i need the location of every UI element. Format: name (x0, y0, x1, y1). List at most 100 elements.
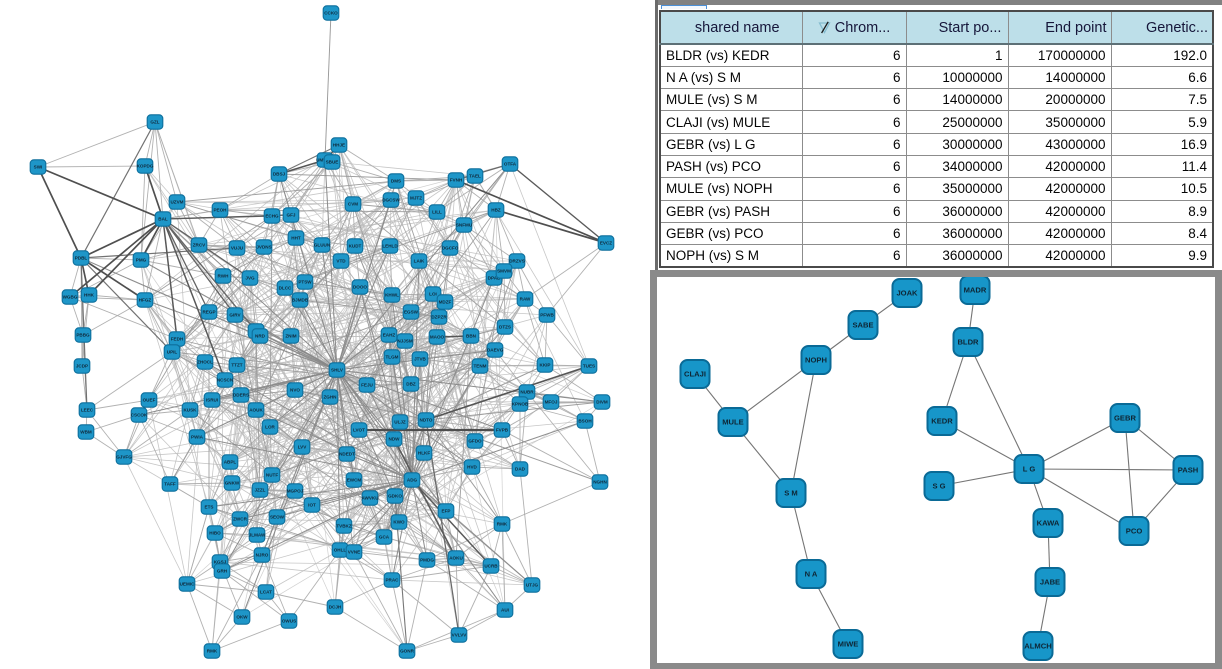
svg-text:KAWA: KAWA (1037, 519, 1060, 528)
svg-text:PEOH: PEOH (213, 208, 227, 213)
svg-text:SNFMU: SNFMU (456, 223, 473, 228)
svg-text:L G: L G (1023, 465, 1036, 474)
svg-text:LOR: LOR (265, 425, 275, 430)
svg-text:DBSJ: DBSJ (273, 172, 286, 177)
svg-text:DPAB: DPAB (488, 276, 501, 281)
svg-text:GCA: GCA (379, 535, 390, 540)
svg-text:LILL: LILL (432, 210, 442, 215)
svg-text:JZZL: JZZL (255, 488, 266, 493)
svg-text:BAL: BAL (158, 217, 168, 222)
svg-text:DGCSW: DGCSW (382, 198, 400, 203)
svg-text:AUI: AUI (501, 608, 509, 613)
svg-text:RAW: RAW (520, 297, 531, 302)
svg-text:GLUUN: GLUUN (314, 243, 331, 248)
svg-text:PFWB: PFWB (540, 313, 554, 318)
svg-text:S M: S M (784, 489, 798, 498)
svg-text:JABE: JABE (1040, 578, 1060, 587)
svg-text:EAHZ: EAHZ (383, 333, 396, 338)
svg-text:MULE: MULE (722, 418, 744, 427)
svg-text:HIBO: HIBO (209, 531, 221, 536)
svg-text:WBM: WBM (80, 430, 92, 435)
svg-text:PTSW: PTSW (298, 280, 312, 285)
svg-text:ZNIM: ZNIM (285, 334, 296, 339)
svg-text:NDEDT: NDEDT (339, 452, 355, 457)
svg-text:NVO: NVO (290, 388, 300, 393)
svg-text:CSCOK: CSCOK (131, 413, 148, 418)
svg-text:SWI: SWI (34, 165, 43, 170)
svg-text:SABE: SABE (852, 321, 873, 330)
svg-text:LEEC: LEEC (81, 408, 94, 413)
svg-text:KUSK: KUSK (183, 408, 197, 413)
svg-text:DDERS: DDERS (233, 393, 249, 398)
svg-text:WGBG: WGBG (63, 295, 78, 300)
svg-text:ISRUI: ISRUI (206, 398, 218, 403)
svg-text:JLMAW: JLMAW (249, 533, 266, 538)
svg-text:JCDP: JCDP (76, 364, 88, 369)
svg-text:GEBR: GEBR (1114, 414, 1136, 423)
svg-text:NRD: NRD (255, 334, 266, 339)
svg-text:NDW: NDW (389, 437, 401, 442)
svg-text:HHK: HHK (84, 293, 95, 298)
svg-text:KEDR: KEDR (931, 417, 953, 426)
svg-text:OUEF: OUEF (143, 398, 156, 403)
svg-text:EWCM: EWCM (347, 478, 362, 483)
svg-text:JOAK: JOAK (896, 289, 918, 298)
svg-text:DTZS: DTZS (499, 325, 511, 330)
svg-text:REGP: REGP (202, 310, 215, 315)
svg-text:KGSJ: KGSJ (214, 560, 227, 565)
svg-text:GRH: GRH (217, 569, 228, 574)
svg-text:KKIP: KKIP (540, 363, 551, 368)
svg-text:DMS: DMS (391, 179, 401, 184)
svg-text:PMDG: PMDG (420, 558, 434, 563)
svg-text:OAEVG: OAEVG (487, 348, 504, 353)
svg-text:HHJE: HHJE (333, 143, 345, 148)
svg-text:EFP: EFP (442, 509, 451, 514)
svg-text:KHWL: KHWL (385, 293, 399, 298)
svg-text:MDZF: MDZF (439, 300, 452, 305)
svg-text:ADG: ADG (407, 478, 418, 483)
svg-text:RMK: RMK (497, 522, 508, 527)
svg-text:BJMDB: BJMDB (292, 298, 309, 303)
svg-text:OKW: OKW (236, 615, 248, 620)
svg-text:LVV: LVV (298, 445, 308, 450)
svg-text:IOT: IOT (308, 503, 316, 508)
svg-text:TAEL: TAEL (469, 174, 481, 179)
svg-text:PASH: PASH (1178, 466, 1199, 475)
svg-text:SEOW: SEOW (270, 515, 285, 520)
svg-text:MFOJ: MFOJ (545, 400, 558, 405)
svg-text:KUDT: KUDT (349, 244, 362, 249)
svg-text:BSOH: BSOH (578, 419, 592, 424)
svg-text:NJRO: NJRO (256, 553, 269, 558)
svg-text:KWO: KWO (393, 520, 405, 525)
svg-text:DAD: DAD (515, 467, 526, 472)
svg-text:TENM: TENM (473, 364, 486, 369)
svg-text:CVM: CVM (348, 202, 358, 207)
svg-text:ZGHN: ZGHN (323, 395, 337, 400)
svg-text:HBZ: HBZ (491, 208, 501, 213)
svg-text:DOOO: DOOO (353, 285, 367, 290)
svg-text:AOKU: AOKU (449, 556, 463, 561)
svg-text:PMG: PMG (136, 258, 147, 263)
svg-text:NUBR: NUBR (520, 390, 534, 395)
svg-text:LEHLD: LEHLD (382, 244, 398, 249)
svg-text:SBUE: SBUE (326, 160, 339, 165)
svg-text:BLDR: BLDR (957, 338, 979, 347)
svg-text:GDKO: GDKO (388, 494, 402, 499)
svg-text:UTJG: UTJG (526, 583, 539, 588)
svg-text:ZWCR: ZWCR (233, 517, 247, 522)
svg-text:HHT: HHT (291, 236, 301, 241)
svg-text:ULJZ: ULJZ (394, 420, 406, 425)
svg-text:TLGM: TLGM (385, 355, 398, 360)
svg-text:UZVM: UZVM (170, 200, 183, 205)
svg-text:UCRB: UCRB (484, 564, 498, 569)
svg-text:ALMCH: ALMCH (1024, 642, 1051, 651)
svg-text:SMVM: SMVM (497, 269, 511, 274)
svg-text:FEDH: FEDH (171, 337, 184, 342)
svg-text:UPIL: UPIL (167, 350, 178, 355)
svg-text:MJTZ: MJTZ (410, 196, 422, 201)
svg-text:OTFA: OTFA (504, 162, 517, 167)
svg-text:MGPOJ: MGPOJ (287, 489, 304, 494)
svg-text:NGHN: NGHN (593, 480, 607, 485)
svg-text:RMK: RMK (207, 649, 218, 654)
svg-text:UEMIC: UEMIC (180, 582, 195, 587)
